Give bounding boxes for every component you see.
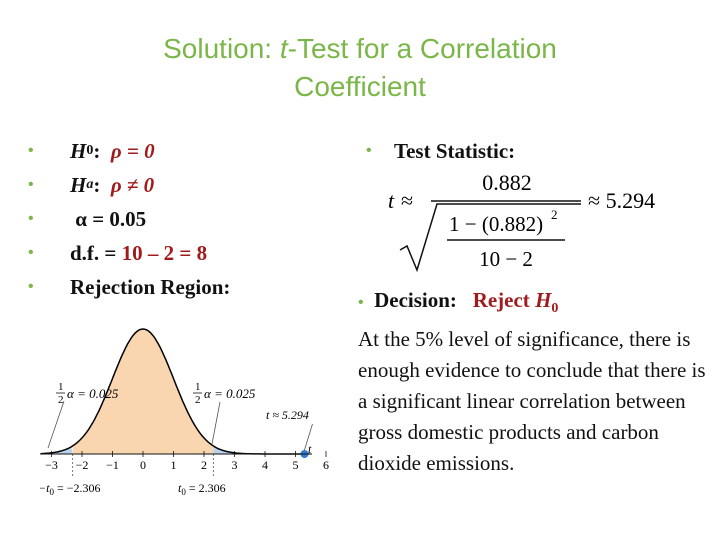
left-crit-sub: 0 [49,487,54,497]
tick-label: 4 [262,458,268,472]
right-tail-leader [211,401,221,445]
right-tail-label: α = 0.025 [204,386,256,401]
bullet-icon: • [358,294,364,311]
right-rejection-region [213,445,308,454]
tick-label: 0 [140,458,146,472]
tick-label: −1 [106,458,119,472]
formula-numerator: 0.882 [482,170,532,195]
test-statistic-formula: t ≈ 0.882 1 − (0.882) 2 10 − 2 ≈ 5.294 [388,170,655,273]
list-item-rejection: • Rejection Region: [28,270,230,304]
left-tail-leader [47,400,65,449]
bullet-icon: • [28,176,34,193]
left-tail-label: α = 0.025 [67,386,119,401]
tick-label: 2 [201,458,207,472]
slide-title: Solution: t-Test for a Correlation Coeff… [0,30,720,106]
rejection-label: Rejection Region: [70,274,231,299]
bullet-icon: • [28,278,34,295]
tick-label: 3 [232,458,238,472]
df-value: 10 – 2 = 8 [121,240,208,265]
df-label: d.f. = [70,240,117,265]
right-tail-half-den: 2 [195,394,201,406]
sqrt-icon [399,203,581,273]
right-crit-symbol: t [178,481,182,495]
ha-symbol: H [70,172,87,197]
ha-sub: a [86,177,94,192]
left-tail-half-den: 2 [58,394,64,406]
decision-heading: • Decision: Reject H0 [358,285,708,324]
left-crit-symbol: −t [40,481,50,495]
h0-colon: : [93,138,101,163]
right-crit-value: = 2.306 [186,481,226,495]
bullet-icon: • [28,142,34,159]
tick-label: 5 [293,458,299,472]
title-line-1: Solution: t-Test for a Correlation [0,30,720,68]
t-marker-leader [304,423,313,451]
formula-t: t [388,188,395,213]
title-t: t [279,33,288,64]
list-item-alpha: • α = 0.05 [28,202,230,236]
left-critical-label: −t0 = −2.306 [40,481,100,497]
left-crit-value: = −2.306 [54,481,101,495]
formula-inner-numerator: 1 − (0.882) [449,212,543,236]
bullet-icon: • [28,244,34,261]
formula-approx: ≈ [401,188,413,213]
decision-label: Decision: [374,288,457,312]
formula-exponent: 2 [551,207,558,222]
ha-relation: ρ ≠ 0 [110,172,155,197]
formula-inner-denominator: 10 − 2 [479,247,533,271]
decision-reject: Reject [472,288,536,312]
t-marker-label: t ≈ 5.294 [266,408,309,422]
tick-label: −2 [76,458,89,472]
title-prefix: Solution: [163,33,280,64]
left-tail-half-num: 1 [58,381,64,393]
h0-relation: ρ = 0 [110,138,155,163]
right-critical-label: t0 = 2.306 [178,481,226,497]
title-suffix: -Test for a Correlation [287,33,557,64]
test-statistic-heading: • Test Statistic: [366,134,515,168]
title-line-2: Coefficient [294,71,426,102]
h0-sub: 0 [86,143,94,158]
list-item-df: • d.f. = 10 – 2 = 8 [28,236,230,270]
h0-symbol: H [70,138,87,163]
decision-h-sub: 0 [551,301,559,317]
alpha-value: α = 0.05 [75,206,147,231]
ha-colon: : [93,172,101,197]
decision-block: • Decision: Reject H0 At the 5% level of… [358,285,708,479]
t-axis-ticks: −3 −2 −1 0 1 2 3 4 5 6 [45,451,329,472]
left-rejection-region [40,446,73,454]
tick-label: 6 [323,458,329,472]
decision-text: At the 5% level of significance, there i… [358,327,706,476]
decision-h: H [535,288,552,312]
t-axis-label: t [308,442,312,456]
right-tail-half-num: 1 [195,381,201,393]
tick-label: 1 [171,458,177,472]
bullet-icon: • [28,210,34,227]
right-crit-sub: 0 [181,487,186,497]
tick-label: −3 [45,458,58,472]
bullet-icon: • [366,142,372,159]
rejection-region-chart: t ≈ 5.294 1 2 α = 0.025 1 2 α = 0.025 t … [40,328,329,497]
test-statistic-label: Test Statistic: [394,138,516,163]
formula-result: ≈ 5.294 [588,188,655,213]
non-rejection-region [72,329,214,454]
